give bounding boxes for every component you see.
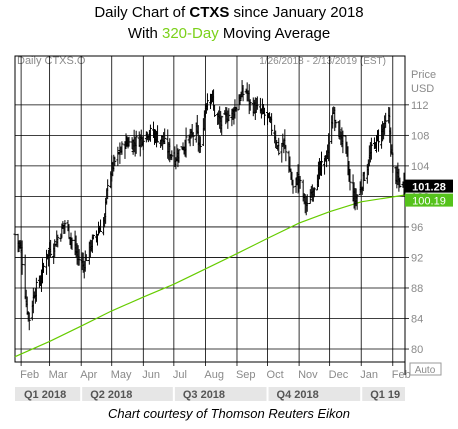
quarter-label: Q3 2018 bbox=[183, 389, 225, 401]
x-tick-label: Feb bbox=[20, 369, 39, 381]
y-tick-label: 96 bbox=[411, 222, 423, 234]
ma-value-badge: 100.19 bbox=[405, 193, 453, 208]
x-tick-labels: Feb Mar Apr May Jun Jul Aug Sep Oct Nov Dec Jan Feb bbox=[20, 362, 411, 381]
chart-credit: Chart courtesy of Thomson Reuters Eikon bbox=[107, 406, 351, 421]
quarter-label: Q1 19 bbox=[370, 389, 400, 401]
ma-value: 100.19 bbox=[412, 196, 446, 208]
subtitle-accent: 320-Day bbox=[162, 25, 219, 42]
quarter-label: Q1 2018 bbox=[24, 389, 66, 401]
y-tick-labels: 8084889296100104108112 bbox=[405, 100, 429, 356]
x-tick-label: Nov bbox=[298, 369, 318, 381]
chart-header-right: 1/26/2018 - 2/13/2019 (EST) bbox=[259, 56, 386, 67]
x-tick-label: Feb bbox=[392, 369, 411, 381]
x-tick-label: Jun bbox=[142, 369, 160, 381]
x-tick-label: Jan bbox=[360, 369, 378, 381]
y-tick-label: 88 bbox=[411, 283, 423, 295]
quarter-bar-bg bbox=[15, 387, 405, 401]
y-tick-label: 80 bbox=[411, 344, 423, 356]
auto-scale-button[interactable] bbox=[409, 362, 442, 376]
auto-scale-label: Auto bbox=[415, 365, 436, 376]
chart-header-left: Daily CTXS.O bbox=[17, 55, 86, 67]
y-tick-label: 112 bbox=[411, 100, 429, 112]
title-prefix: Daily Chart of bbox=[94, 4, 190, 21]
price-chart: Daily CTXS.O 1/26/2018 - 2/13/2019 (EST)… bbox=[13, 55, 453, 401]
ma-value-badge-bg bbox=[405, 193, 453, 207]
title-suffix: since January 2018 bbox=[229, 4, 364, 21]
y-tick-label: 108 bbox=[411, 130, 429, 142]
chart-title-line2: With 320-Day Moving Average bbox=[0, 25, 458, 42]
quarter-bar: Q1 2018 Q2 2018 Q3 2018 Q4 2018 Q1 19 bbox=[15, 387, 405, 401]
ma-line bbox=[14, 194, 406, 358]
price-bars bbox=[13, 80, 407, 331]
x-tick-label: Mar bbox=[49, 369, 68, 381]
subtitle-suffix: Moving Average bbox=[218, 25, 331, 42]
last-price-value: 101.28 bbox=[412, 182, 446, 194]
title-symbol: CTXS bbox=[189, 4, 230, 21]
grid bbox=[15, 56, 405, 362]
x-tick-label: Jul bbox=[173, 369, 187, 381]
x-tick-label: Apr bbox=[80, 369, 97, 381]
y-tick-label: 104 bbox=[411, 161, 429, 173]
axis-header-price: Price bbox=[411, 69, 436, 81]
y-tick-label: 92 bbox=[411, 252, 423, 264]
quarter-label: Q4 2018 bbox=[277, 389, 319, 401]
y-tick-label: 84 bbox=[411, 314, 423, 326]
last-price-badge: 101.28 bbox=[405, 179, 453, 194]
x-tick-label: May bbox=[111, 369, 132, 381]
x-tick-label: Oct bbox=[267, 369, 284, 381]
x-tick-label: Dec bbox=[329, 369, 349, 381]
plot-frame bbox=[14, 55, 406, 363]
x-tick-label: Aug bbox=[204, 369, 224, 381]
x-tick-label: Sep bbox=[236, 369, 256, 381]
subtitle-prefix: With bbox=[127, 25, 162, 42]
quarter-label: Q2 2018 bbox=[90, 389, 132, 401]
chart-title-line1: Daily Chart of CTXS since January 2018 bbox=[0, 4, 458, 21]
axis-header-usd: USD bbox=[411, 83, 434, 95]
last-price-badge-bg bbox=[405, 179, 453, 193]
